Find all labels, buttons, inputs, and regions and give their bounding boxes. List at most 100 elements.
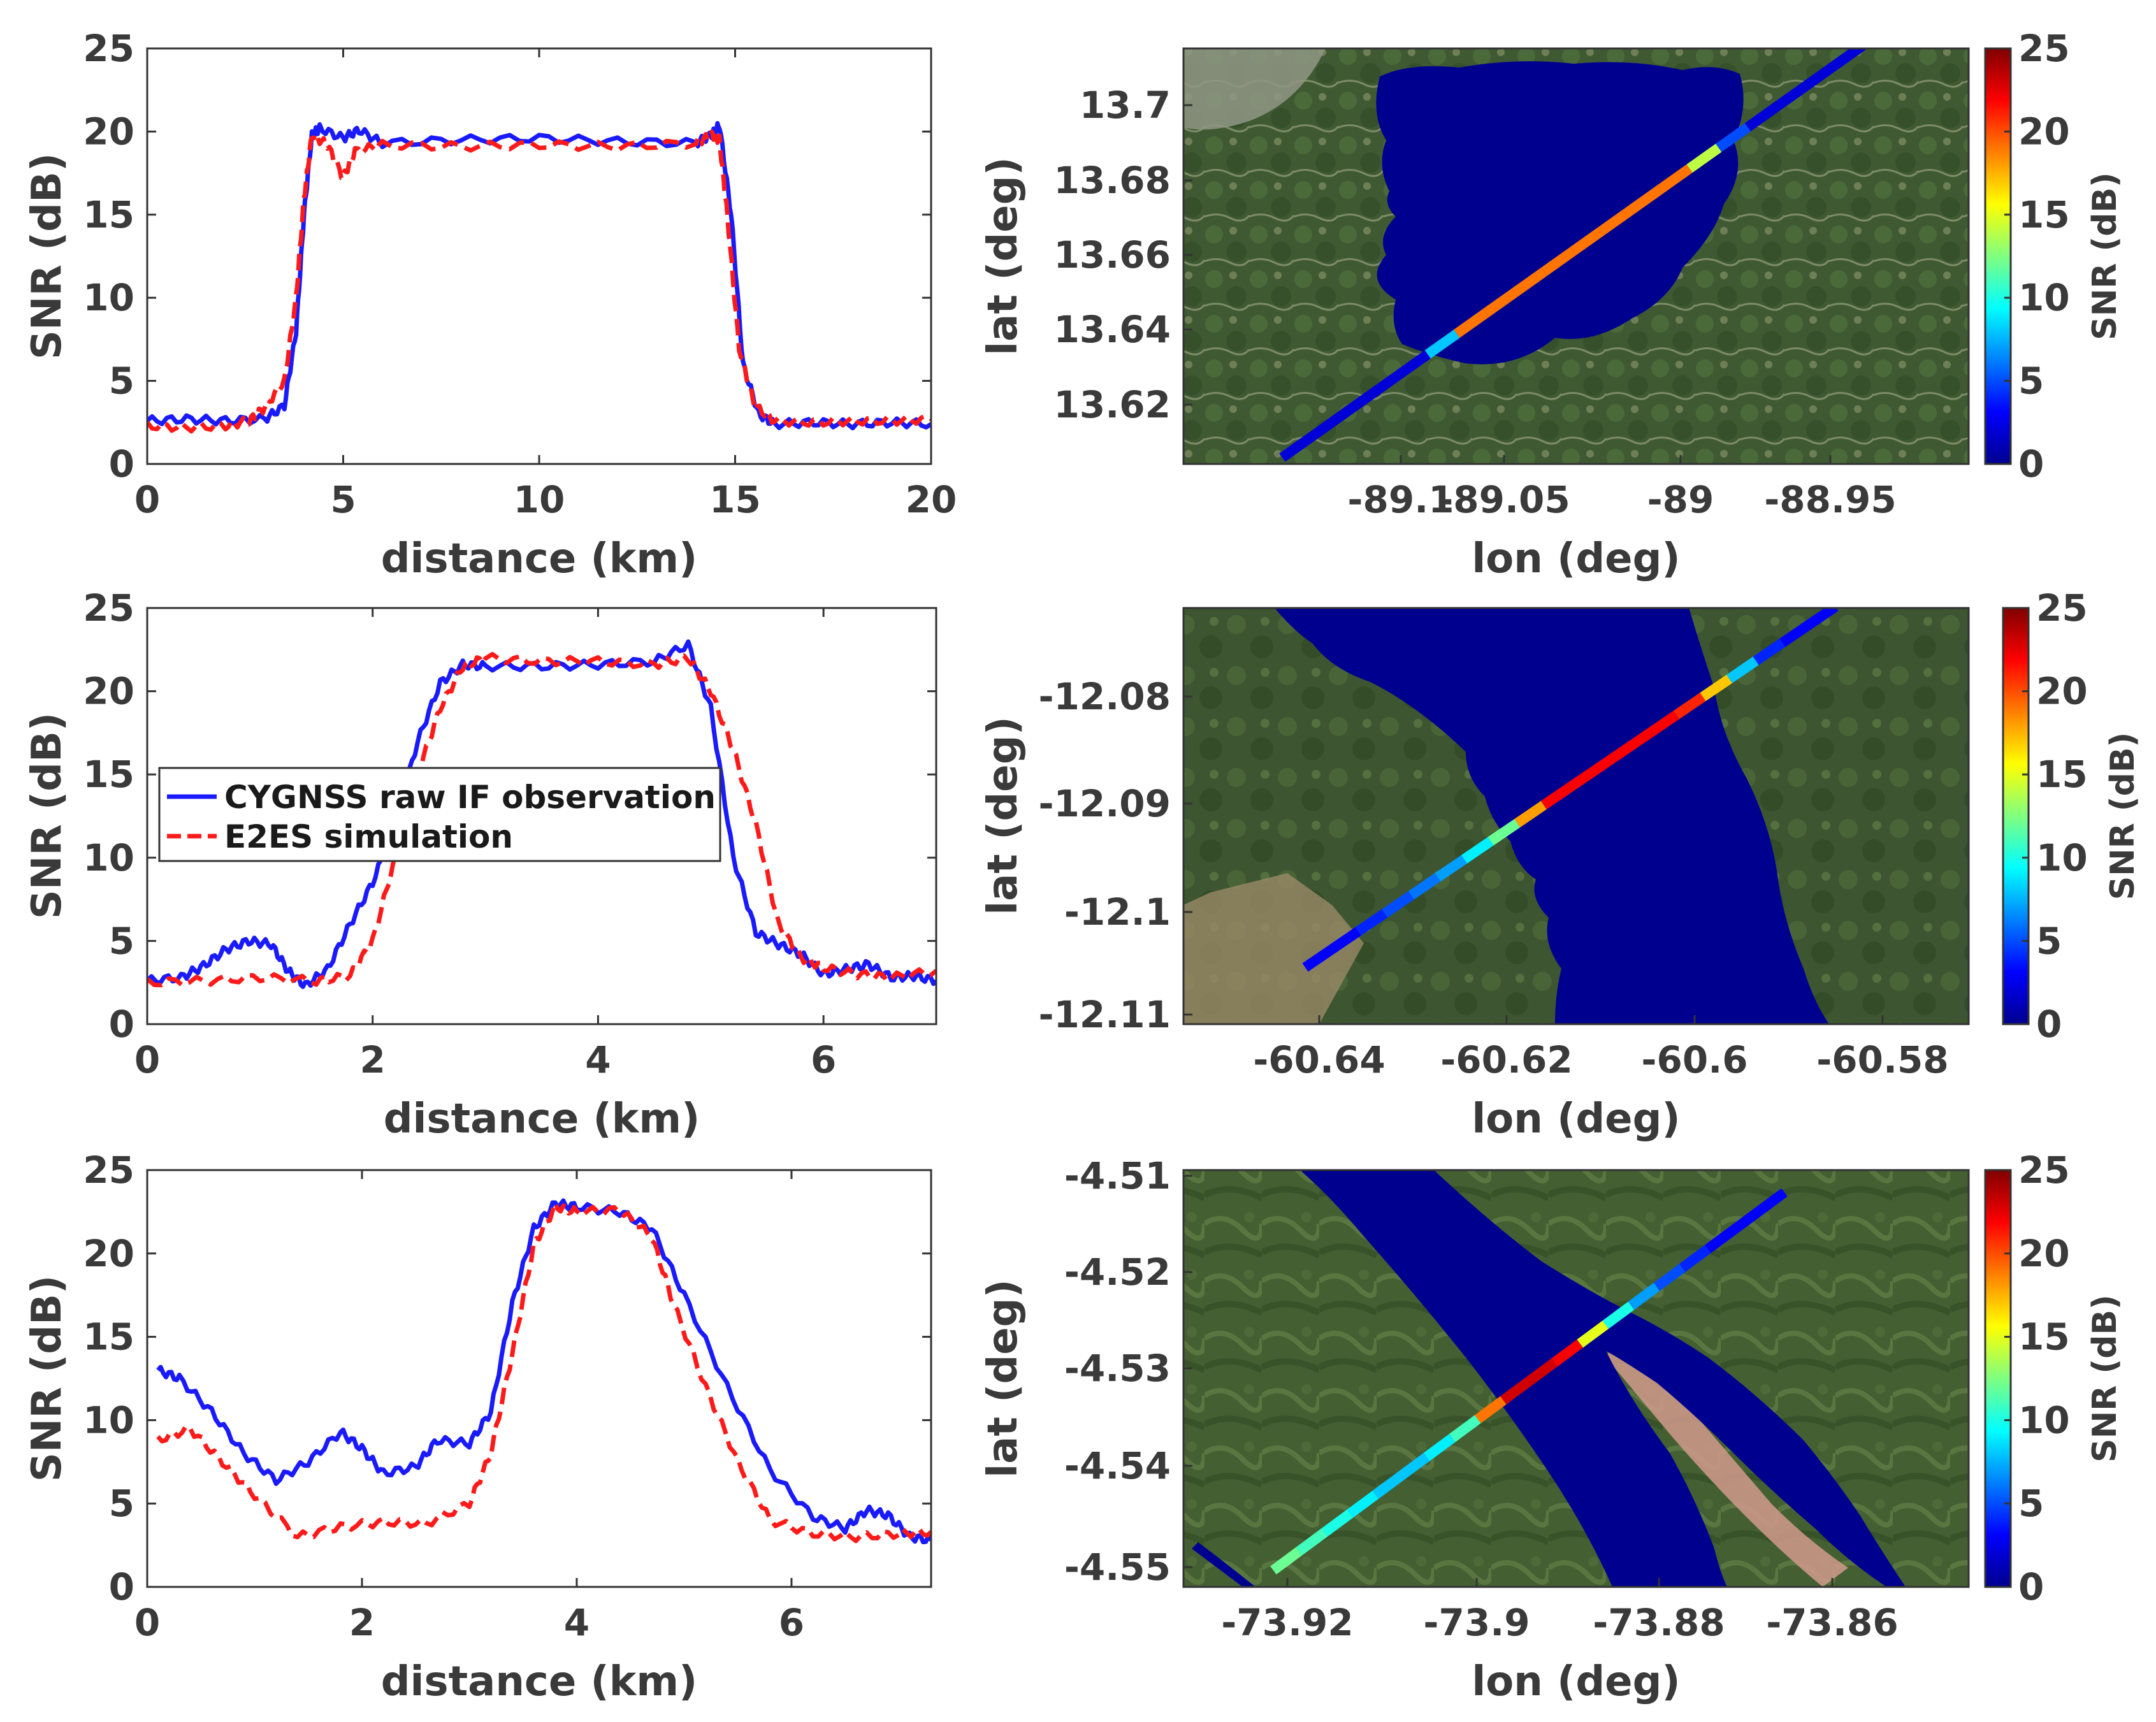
map-panel-2: -60.64 -60.62 -60.6 -60.58 -12.08 -12.09 -12.1… xyxy=(980,586,2142,1143)
y-tick-label: 20 xyxy=(83,1232,134,1275)
y-tick-label: -4.54 xyxy=(1064,1444,1171,1487)
x-tick-label: -73.92 xyxy=(1221,1601,1354,1644)
track-segment xyxy=(1270,1547,1302,1575)
x-tick-label: -89.05 xyxy=(1438,478,1570,521)
track-segment xyxy=(1424,329,1460,359)
y-tick-label: 15 xyxy=(83,753,134,796)
y-tick-label: 20 xyxy=(83,110,134,153)
track-segment xyxy=(1628,1282,1660,1310)
track-segment xyxy=(1372,1472,1405,1499)
colorbar xyxy=(1984,1169,2012,1588)
track-segment xyxy=(1487,818,1521,846)
urban-area xyxy=(1183,48,1326,130)
track-segment xyxy=(1541,247,1577,276)
y-axis-label: SNR (dB) xyxy=(24,713,71,919)
y-axis-label: lat (deg) xyxy=(980,716,1027,915)
y-tick-label: -4.53 xyxy=(1064,1347,1171,1390)
sandbar xyxy=(1606,1345,1848,1587)
colorbar-label: SNR (dB) xyxy=(2086,172,2124,340)
x-tick-label: 10 xyxy=(514,478,565,521)
track-segment xyxy=(1366,370,1402,400)
track-segment xyxy=(1647,711,1679,737)
track-segment xyxy=(1347,1490,1379,1518)
y-tick-label: 0 xyxy=(109,442,134,486)
y-tick-label: -12.09 xyxy=(1038,782,1171,825)
track-segment xyxy=(1599,205,1635,235)
track-segment xyxy=(1805,608,1839,629)
track-segment xyxy=(1756,1188,1788,1216)
plot-frame xyxy=(146,1169,932,1588)
y-axis-label: SNR (dB) xyxy=(24,1275,71,1482)
y-tick-label: 10 xyxy=(83,276,134,319)
y-tick-label: -4.51 xyxy=(1064,1154,1171,1197)
sim-series-line xyxy=(156,1200,931,1544)
track-segment xyxy=(1594,746,1626,774)
y-tick-label: 15 xyxy=(83,193,134,236)
y-tick-label: 5 xyxy=(109,1482,134,1525)
x-tick-label: -60.62 xyxy=(1440,1038,1573,1082)
y-tick-label: 13.66 xyxy=(1054,233,1171,277)
track-segment xyxy=(1832,48,1867,69)
track-segment xyxy=(1475,1396,1507,1424)
obs-series-line xyxy=(156,1198,931,1545)
track-segment xyxy=(1423,1434,1456,1461)
colorbar-tick-label: 15 xyxy=(2018,1315,2070,1359)
track-segment xyxy=(1329,927,1361,954)
colorbar-tick-label: 25 xyxy=(2018,1148,2070,1192)
colorbar-tick-label: 10 xyxy=(2018,1398,2070,1442)
track-segment xyxy=(1551,1339,1583,1367)
x-axis-label: distance (km) xyxy=(384,1096,700,1143)
x-tick-label: 0 xyxy=(134,1601,160,1644)
x-tick-label: -60.64 xyxy=(1253,1038,1385,1082)
sim-series-line xyxy=(147,129,931,434)
legend-obs-label: CYGNSS raw IF observation xyxy=(224,779,716,816)
track-segment xyxy=(1512,267,1547,297)
track-segment xyxy=(1308,412,1343,442)
colorbar-tick-label: 0 xyxy=(2036,1002,2062,1046)
track-segment xyxy=(1482,288,1518,317)
x-tick-label: 15 xyxy=(709,478,761,521)
x-tick-label: -73.86 xyxy=(1766,1601,1899,1644)
colorbar-tick-label: 5 xyxy=(2036,919,2062,962)
track-segment xyxy=(1500,1377,1532,1405)
track-segment xyxy=(1395,350,1431,379)
colorbar-tick-label: 20 xyxy=(2036,670,2088,713)
track-segment xyxy=(1803,61,1838,90)
track-segment xyxy=(1774,82,1809,111)
x-tick-label: -73.88 xyxy=(1593,1601,1725,1644)
y-tick-label: 0 xyxy=(109,1565,134,1609)
colorbar-tick-label: 15 xyxy=(2018,193,2070,236)
track-segment xyxy=(1461,837,1494,864)
map-frame xyxy=(1182,1169,1970,1588)
cleared-land xyxy=(1183,873,1364,1024)
colorbar-label: SNR (dB) xyxy=(2086,1294,2124,1463)
colorbar-tick-label: 5 xyxy=(2018,1482,2044,1525)
track-segment xyxy=(1408,872,1441,900)
track-segment xyxy=(1686,143,1722,173)
colorbar-tick-label: 0 xyxy=(2018,442,2044,486)
y-tick-label: 0 xyxy=(109,1002,134,1046)
y-tick-label: 10 xyxy=(83,1398,134,1442)
track-segment xyxy=(1279,433,1315,462)
track-segment xyxy=(1726,656,1759,683)
x-tick-label: -89.1 xyxy=(1347,478,1454,521)
colorbar-label: SNR (dB) xyxy=(2104,732,2142,901)
y-tick-label: 5 xyxy=(109,919,134,962)
x-axis-label: lon (deg) xyxy=(1472,535,1680,582)
y-tick-label: 25 xyxy=(83,1148,134,1192)
x-tick-label: 0 xyxy=(134,1038,160,1082)
track-segment xyxy=(1716,123,1751,152)
track-segment xyxy=(1779,620,1812,648)
sim-series-line xyxy=(147,652,936,988)
water-body xyxy=(1376,61,1744,365)
track-segment xyxy=(1567,765,1600,792)
colorbar-tick-label: 25 xyxy=(2036,586,2088,630)
legend: CYGNSS raw IF observation E2ES simulatio… xyxy=(158,767,721,862)
water-body xyxy=(1275,608,1829,1024)
track-segment xyxy=(1744,102,1780,132)
map-frame xyxy=(1182,47,1970,465)
track-segment xyxy=(1577,1320,1609,1348)
snr-line-chart-2: 0 2 4 6 0 5 10 15 20 25 distance (km) SNR (dB) CY… xyxy=(24,586,937,1143)
track-segment xyxy=(1435,855,1468,882)
